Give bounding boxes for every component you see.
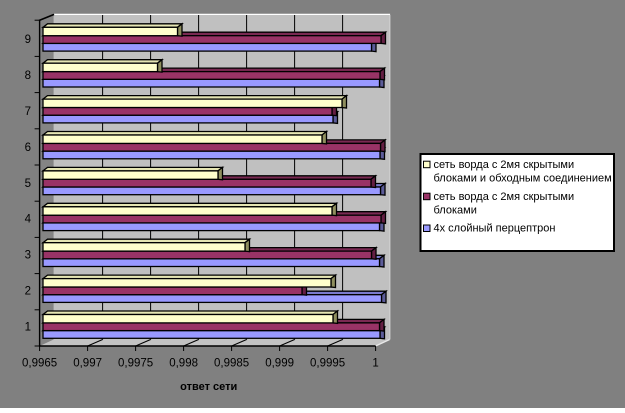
svg-text:0,9975: 0,9975 [118, 358, 153, 370]
svg-text:0,999: 0,999 [265, 358, 294, 370]
svg-text:0,998: 0,998 [169, 358, 198, 370]
svg-text:0,9965: 0,9965 [22, 358, 57, 370]
svg-text:0,997: 0,997 [73, 358, 102, 370]
svg-text:6: 6 [25, 142, 31, 154]
svg-text:4х слойный перцептрон: 4х слойный перцептрон [434, 223, 556, 235]
svg-text:7: 7 [25, 106, 31, 118]
svg-text:8: 8 [25, 70, 31, 82]
svg-text:ответ сети: ответ сети [180, 381, 237, 393]
svg-text:блоками и обходным соединением: блоками и обходным соединением [434, 173, 612, 185]
svg-text:1: 1 [25, 321, 31, 333]
svg-text:5: 5 [25, 178, 31, 190]
svg-text:блоками: блоками [434, 205, 477, 217]
svg-text:9: 9 [25, 34, 31, 46]
svg-text:3: 3 [25, 250, 31, 262]
svg-text:4: 4 [25, 214, 32, 226]
svg-text:сеть ворда с 2мя скрытыми: сеть ворда с 2мя скрытыми [434, 191, 575, 203]
svg-text:2: 2 [25, 286, 31, 298]
svg-text:1: 1 [372, 358, 378, 370]
svg-text:0,9985: 0,9985 [214, 358, 249, 370]
svg-text:сеть ворда с 2мя скрытыми: сеть ворда с 2мя скрытыми [434, 159, 575, 171]
svg-text:0,9995: 0,9995 [310, 358, 345, 370]
